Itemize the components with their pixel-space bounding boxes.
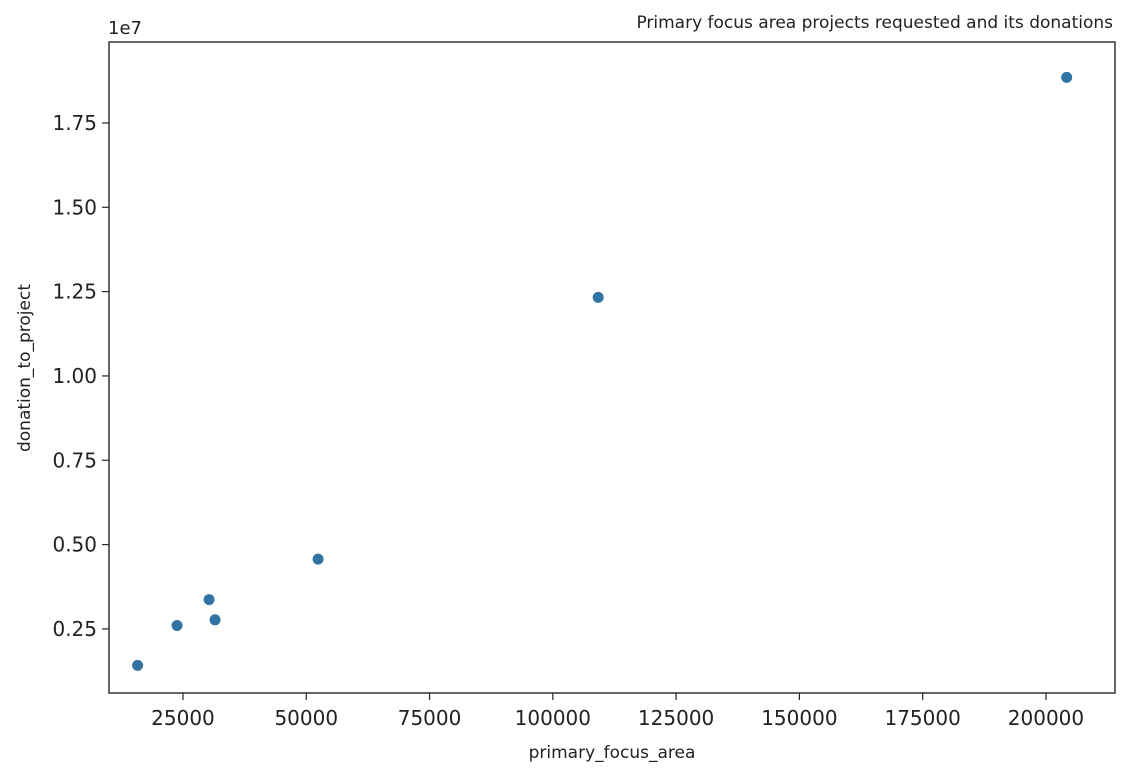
plot-frame [108,41,1116,694]
chart-title: Primary focus area projects requested an… [636,13,1113,33]
y-tick-label: 1.50 [52,195,97,219]
scatter-point [132,659,144,671]
y-axis-offset-label: 1e7 [108,18,142,39]
x-tick-label: 25000 [151,706,215,730]
x-tick-label: 100000 [515,706,591,730]
x-tick-label: 200000 [1008,706,1084,730]
scatter-point [171,620,183,632]
scatter-point [1061,71,1073,83]
x-tick-label: 50000 [274,706,338,730]
y-tick-label: 1.00 [52,364,97,388]
y-tick-label: 0.50 [52,533,97,557]
scatter-points [132,71,1073,671]
scatter-point [312,553,324,565]
x-tick-label: 175000 [884,706,960,730]
scatter-point [203,594,215,606]
y-axis-ticks: 0.25 0.50 0.75 1.00 1.25 1.50 1.75 [52,111,109,641]
x-tick-label: 75000 [398,706,462,730]
x-axis-label: primary_focus_area [529,743,696,763]
y-tick-label: 0.25 [52,617,97,641]
y-tick-label: 0.75 [52,448,97,472]
y-axis-label: donation_to_project [15,284,35,452]
x-tick-label: 150000 [761,706,837,730]
y-tick-label: 1.25 [52,280,97,304]
x-axis-ticks: 25000 50000 75000 100000 125000 150000 175000 2… [151,693,1084,730]
scatter-point [592,291,604,303]
y-tick-label: 1.75 [52,111,97,135]
x-tick-label: 125000 [638,706,714,730]
scatter-point [209,614,221,626]
